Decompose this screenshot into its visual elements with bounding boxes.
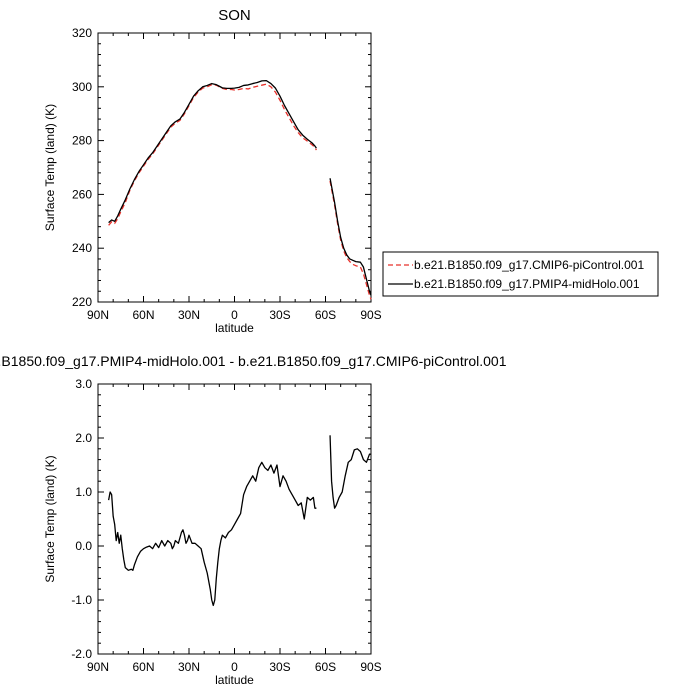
x-tick-label: 90N	[87, 308, 109, 322]
chart-panel-2: b.e21.B1850.f09_g17.PMIP4-midHolo.001 - …	[0, 353, 507, 687]
x-axis-label: latitude	[215, 673, 254, 687]
x-tick-label: 0	[231, 660, 238, 674]
y-axis-label: Surface Temp (land) (K)	[43, 104, 57, 231]
series-line-1-segment-1	[108, 83, 317, 226]
y-tick-label: 0.0	[75, 539, 92, 553]
y-tick-label: 240	[72, 241, 92, 255]
y-tick-label: 320	[72, 26, 92, 40]
series-line-1-segment-2	[329, 180, 372, 300]
chart-panel-1: SON 90N 60N 30N 0 30S 60S 90S 220 240 260 280 300 320…	[43, 7, 659, 335]
legend-label-2: b.e21.B1850.f09_g17.PMIP4-midHolo.001	[414, 277, 640, 291]
y-tick-label: 1.0	[75, 485, 92, 499]
x-tick-label: 30S	[269, 660, 290, 674]
x-tick-label: 90N	[87, 660, 109, 674]
y-tick-label: -2.0	[71, 647, 92, 661]
y-tick-label: 260	[72, 187, 92, 201]
y-tick-label: 280	[72, 134, 92, 148]
chart-title: b.e21.B1850.f09_g17.PMIP4-midHolo.001 - …	[0, 353, 507, 369]
x-tick-label: 60S	[315, 660, 336, 674]
series-line-1-segment-2	[329, 435, 371, 509]
y-tick-label: 3.0	[75, 377, 92, 391]
plot-frame	[97, 383, 372, 655]
plot-frame	[97, 32, 372, 303]
x-tick-label: 60N	[132, 660, 154, 674]
x-tick-label: 60S	[315, 308, 336, 322]
legend: b.e21.B1850.f09_g17.CMIP6-piControl.001b…	[382, 251, 659, 297]
x-tick-label: 30N	[178, 660, 200, 674]
x-tick-label: 30N	[178, 308, 200, 322]
chart-title: SON	[218, 7, 251, 24]
x-tick-label: 60N	[132, 308, 154, 322]
x-tick-label: 0	[231, 308, 238, 322]
x-tick-label: 90S	[360, 308, 381, 322]
x-tick-label: 90S	[360, 660, 381, 674]
series-line-2-segment-1	[108, 79, 317, 224]
y-tick-label: 300	[72, 80, 92, 94]
legend-box	[382, 251, 659, 297]
series-line-1-segment-1	[107, 461, 317, 607]
y-tick-label: 220	[72, 295, 92, 309]
series-line-2-segment-2	[329, 178, 372, 296]
x-tick-label: 30S	[269, 308, 290, 322]
y-tick-label: 2.0	[75, 431, 92, 445]
y-axis-label: Surface Temp (land) (K)	[43, 455, 57, 582]
x-axis-label: latitude	[215, 321, 254, 335]
legend-label-1: b.e21.B1850.f09_g17.CMIP6-piControl.001	[414, 258, 644, 272]
y-tick-label: -1.0	[71, 593, 92, 607]
